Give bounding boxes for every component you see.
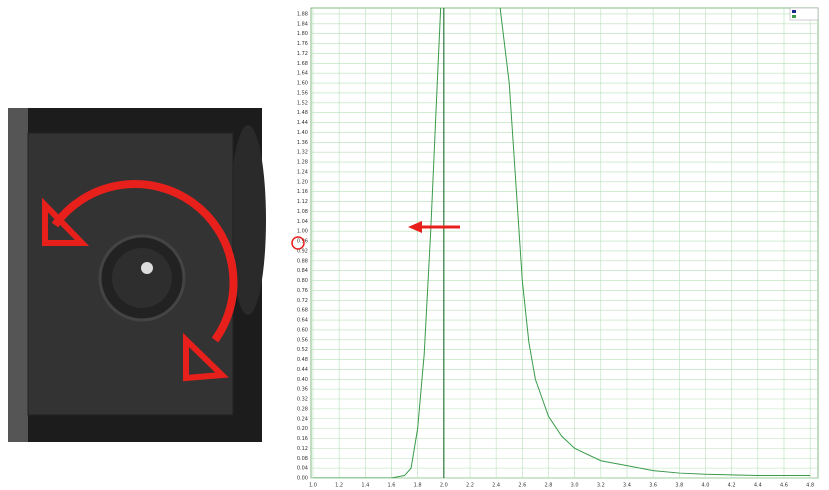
annotation-arrow-head <box>408 221 422 233</box>
x-tick-label: 1.0 <box>309 483 317 489</box>
y-tick-label: 1.76 <box>297 41 308 47</box>
y-tick-label: 1.20 <box>297 179 308 185</box>
y-tick-label: 1.00 <box>297 229 308 235</box>
photo <box>8 108 266 442</box>
y-tick-label: 1.52 <box>297 100 308 106</box>
y-tick-label: 0.92 <box>297 248 308 254</box>
y-tick-label: 0.04 <box>297 466 308 472</box>
x-tick-label: 2.0 <box>440 483 448 489</box>
x-tick-label: 3.2 <box>597 483 605 489</box>
x-tick-label: 3.8 <box>675 483 683 489</box>
y-tick-label: 1.48 <box>297 110 308 116</box>
y-tick-label: 0.40 <box>297 377 308 383</box>
y-tick-label: 0.96 <box>297 239 308 245</box>
x-tick-label: 4.4 <box>754 483 762 489</box>
y-tick-label: 0.44 <box>297 367 308 373</box>
y-tick-label: 1.04 <box>297 219 308 225</box>
y-tick-label: 1.60 <box>297 81 308 87</box>
y-tick-label: 0.88 <box>297 258 308 264</box>
y-tick-label: 1.36 <box>297 140 308 146</box>
y-tick-label: 1.44 <box>297 120 308 126</box>
y-tick-label: 0.72 <box>297 298 308 304</box>
rotation-arrow <box>51 180 238 343</box>
x-tick-label: 4.8 <box>806 483 814 489</box>
x-tick-label: 2.8 <box>544 483 552 489</box>
x-tick-label: 1.2 <box>335 483 343 489</box>
axis-marker <box>291 236 305 250</box>
y-tick-label: 1.84 <box>297 21 308 27</box>
photo-wheel <box>230 125 266 315</box>
x-tick-label: 1.6 <box>387 483 395 489</box>
x-tick-label: 4.2 <box>728 483 736 489</box>
y-tick-label: 0.00 <box>297 476 308 482</box>
y-tick-label: 0.12 <box>297 446 308 452</box>
y-tick-label: 0.16 <box>297 436 308 442</box>
y-tick-label: 0.68 <box>297 308 308 314</box>
y-tick-label: 0.60 <box>297 327 308 333</box>
y-tick-label: 0.52 <box>297 347 308 353</box>
line-series <box>312 8 811 478</box>
y-tick-label: 0.24 <box>297 416 308 422</box>
plot-area <box>310 7 819 479</box>
x-tick-label: 2.2 <box>466 483 474 489</box>
y-tick-label: 1.88 <box>297 11 308 17</box>
y-tick-label: 1.24 <box>297 169 308 175</box>
arrow-head <box>183 332 229 382</box>
chart: 0.00 0.04 0.08 0.12 0.16 0.20 0.24 0.28 0.32 0.36… <box>297 8 818 489</box>
y-tick-label: 0.56 <box>297 337 308 343</box>
y-tick-label: 1.68 <box>297 61 308 67</box>
y-tick-label: 0.20 <box>297 426 308 432</box>
y-tick-label: 1.32 <box>297 150 308 156</box>
x-tick-label: 3.4 <box>623 483 631 489</box>
y-tick-label: 0.76 <box>297 288 308 294</box>
legend-swatch <box>792 15 796 18</box>
legend <box>789 7 819 21</box>
x-tick-label: 3.6 <box>649 483 657 489</box>
y-tick-label: 1.80 <box>297 31 308 37</box>
y-tick-label: 1.08 <box>297 209 308 215</box>
y-tick-label: 1.12 <box>297 199 308 205</box>
y-tick-label: 0.48 <box>297 357 308 363</box>
y-tick-label: 0.64 <box>297 318 308 324</box>
y-tick-label: 0.32 <box>297 397 308 403</box>
y-tick-label: 1.40 <box>297 130 308 136</box>
y-tick-label: 0.28 <box>297 406 308 412</box>
y-tick-label: 1.72 <box>297 51 308 57</box>
y-tick-label: 0.36 <box>297 387 308 393</box>
y-tick-label: 1.64 <box>297 71 308 77</box>
knob-face <box>112 248 172 308</box>
y-tick-label: 1.28 <box>297 160 308 166</box>
y-tick-label: 0.84 <box>297 268 308 274</box>
x-tick-label: 2.4 <box>492 483 500 489</box>
photo-edge <box>8 108 28 442</box>
x-tick-label: 1.4 <box>361 483 369 489</box>
y-tick-label: 1.16 <box>297 189 308 195</box>
y-tick-label: 1.56 <box>297 90 308 96</box>
x-tick-label: 3.0 <box>571 483 579 489</box>
x-tick-label: 1.8 <box>414 483 422 489</box>
x-tick-label: 2.6 <box>518 483 526 489</box>
y-tick-label: 0.80 <box>297 278 308 284</box>
y-tick-label: 0.08 <box>297 456 308 462</box>
x-tick-label: 4.6 <box>780 483 788 489</box>
knob-glare <box>141 262 153 274</box>
legend-swatch <box>792 10 796 13</box>
x-tick-label: 4.0 <box>702 483 710 489</box>
arrow-head <box>42 197 90 246</box>
